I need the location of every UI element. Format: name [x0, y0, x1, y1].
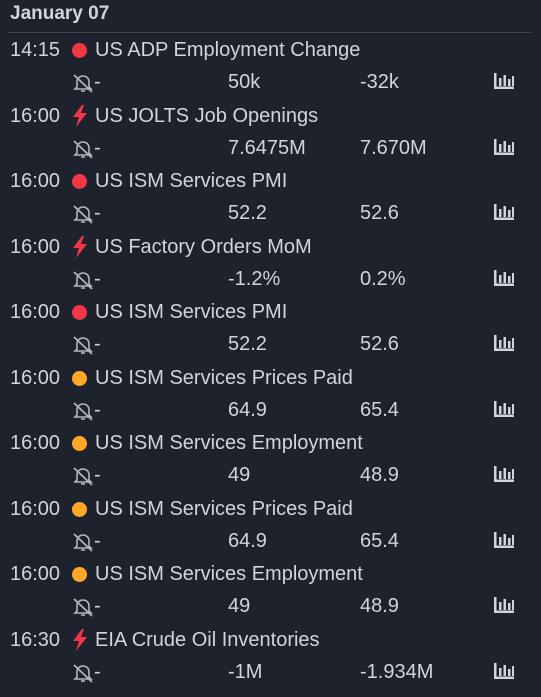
- date-header: January 07: [10, 3, 110, 24]
- divider: [8, 32, 531, 33]
- importance-bolt: [73, 236, 87, 258]
- event-time: 14:15: [10, 39, 61, 61]
- actual-value: -: [94, 661, 101, 683]
- previous-value: 48.9: [360, 464, 399, 486]
- forecast-value: 52.2: [228, 333, 267, 355]
- actual-value: -: [94, 464, 101, 486]
- previous-value: 52.6: [360, 202, 399, 224]
- importance-dot: [72, 371, 87, 386]
- actual-value: -: [94, 202, 101, 224]
- actual-value: -: [94, 268, 101, 290]
- alert-off-icon[interactable]: [72, 73, 94, 93]
- previous-value: 65.4: [360, 399, 399, 421]
- event-time: 16:00: [10, 432, 61, 454]
- forecast-value: 50k: [228, 71, 261, 93]
- forecast-value: -1.2%: [228, 268, 281, 290]
- importance-dot: [72, 502, 87, 517]
- importance-bolt: [73, 629, 87, 651]
- forecast-value: 49: [228, 595, 251, 617]
- event-title: US ISM Services Employment: [95, 432, 363, 454]
- chart-icon[interactable]: [493, 203, 515, 221]
- actual-value: -: [94, 595, 101, 617]
- chart-icon[interactable]: [493, 465, 515, 483]
- event-time: 16:00: [10, 563, 61, 585]
- forecast-value: -1M: [228, 661, 263, 683]
- event-row: 16:00 US ISM Services Employment - 49 48.9: [0, 431, 541, 495]
- actual-value: -: [94, 530, 101, 552]
- event-title: US ADP Employment Change: [95, 39, 361, 61]
- chart-icon[interactable]: [493, 269, 515, 287]
- actual-value: -: [94, 399, 101, 421]
- alert-off-icon[interactable]: [72, 597, 94, 617]
- chart-icon[interactable]: [493, 662, 515, 680]
- alert-off-icon[interactable]: [72, 139, 94, 159]
- chart-icon[interactable]: [493, 531, 515, 549]
- importance-dot: [72, 436, 87, 451]
- event-time: 16:00: [10, 105, 61, 127]
- forecast-value: 7.6475M: [228, 137, 306, 159]
- event-row: 16:00 US JOLTS Job Openings - 7.6475M 7.670M: [0, 104, 541, 168]
- importance-bolt: [73, 105, 87, 127]
- event-time: 16:00: [10, 367, 61, 389]
- event-time: 16:00: [10, 301, 61, 323]
- actual-value: -: [94, 137, 101, 159]
- importance-dot: [72, 174, 87, 189]
- actual-value: -: [94, 71, 101, 93]
- previous-value: 0.2%: [360, 268, 406, 290]
- chart-icon[interactable]: [493, 138, 515, 156]
- chart-icon[interactable]: [493, 334, 515, 352]
- alert-off-icon[interactable]: [72, 335, 94, 355]
- event-row: 16:00 US ISM Services PMI - 52.2 52.6: [0, 300, 541, 364]
- forecast-value: 64.9: [228, 399, 267, 421]
- previous-value: -32k: [360, 71, 399, 93]
- previous-value: 65.4: [360, 530, 399, 552]
- event-time: 16:30: [10, 629, 61, 651]
- event-row: 16:00 US ISM Services PMI - 52.2 52.6: [0, 169, 541, 233]
- event-title: US ISM Services Prices Paid: [95, 367, 353, 389]
- alert-off-icon[interactable]: [72, 401, 94, 421]
- event-row: 16:00 US ISM Services Prices Paid - 64.9 65.…: [0, 366, 541, 430]
- event-title: US ISM Services PMI: [95, 301, 288, 323]
- actual-value: -: [94, 333, 101, 355]
- event-title: US Factory Orders MoM: [95, 236, 312, 258]
- previous-value: 48.9: [360, 595, 399, 617]
- event-time: 16:00: [10, 236, 61, 258]
- previous-value: 7.670M: [360, 137, 427, 159]
- importance-dot: [72, 567, 87, 582]
- forecast-value: 64.9: [228, 530, 267, 552]
- event-title: US JOLTS Job Openings: [95, 105, 319, 127]
- event-title: US ISM Services PMI: [95, 170, 288, 192]
- chart-icon[interactable]: [493, 596, 515, 614]
- event-title: US ISM Services Prices Paid: [95, 498, 353, 520]
- event-row: 16:00 US ISM Services Prices Paid - 64.9 65.…: [0, 497, 541, 561]
- forecast-value: 52.2: [228, 202, 267, 224]
- alert-off-icon[interactable]: [72, 204, 94, 224]
- event-row: 16:00 US Factory Orders MoM - -1.2% 0.2%: [0, 235, 541, 299]
- event-row: 14:15 US ADP Employment Change - 50k -32k: [0, 38, 541, 102]
- alert-off-icon[interactable]: [72, 663, 94, 683]
- event-time: 16:00: [10, 170, 61, 192]
- importance-dot: [72, 43, 87, 58]
- importance-dot: [72, 305, 87, 320]
- alert-off-icon[interactable]: [72, 466, 94, 486]
- event-time: 16:00: [10, 498, 61, 520]
- event-row: 16:00 US ISM Services Employment - 49 48.9: [0, 562, 541, 626]
- event-title: US ISM Services Employment: [95, 563, 363, 585]
- chart-icon[interactable]: [493, 72, 515, 90]
- alert-off-icon[interactable]: [72, 532, 94, 552]
- previous-value: 52.6: [360, 333, 399, 355]
- previous-value: -1.934M: [360, 661, 434, 683]
- event-title: EIA Crude Oil Inventories: [95, 629, 320, 651]
- chart-icon[interactable]: [493, 400, 515, 418]
- event-row: 16:30 EIA Crude Oil Inventories - -1M -1.934…: [0, 628, 541, 692]
- alert-off-icon[interactable]: [72, 270, 94, 290]
- forecast-value: 49: [228, 464, 251, 486]
